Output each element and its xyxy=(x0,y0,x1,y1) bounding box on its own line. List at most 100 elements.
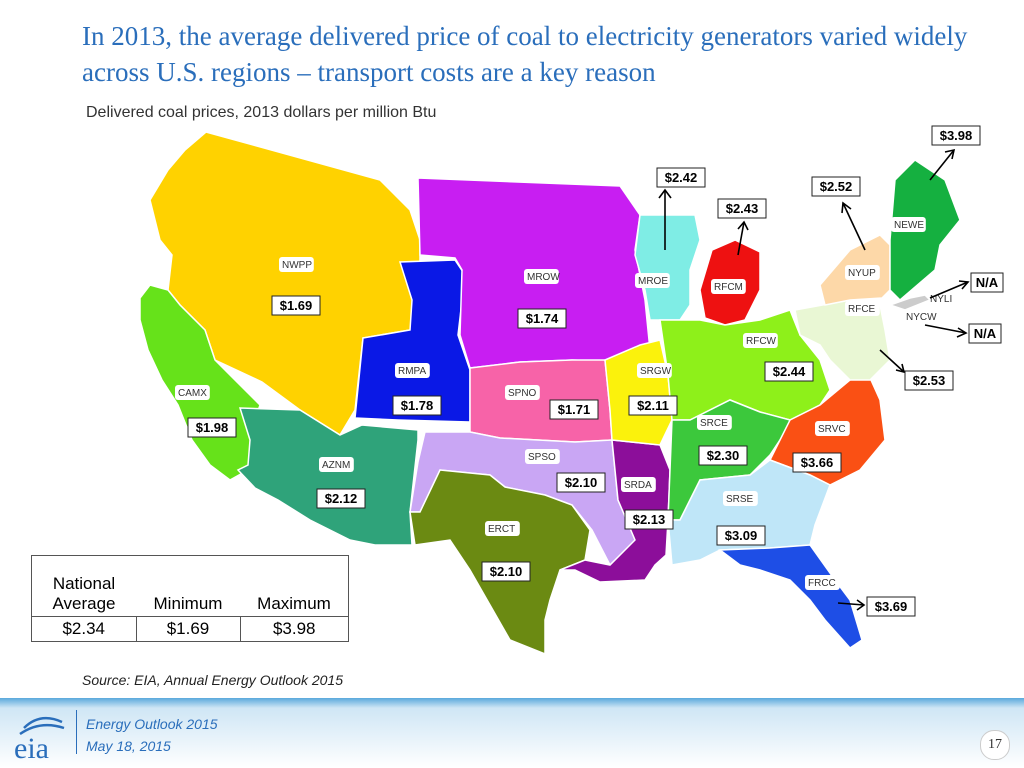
source-note: Source: EIA, Annual Energy Outlook 2015 xyxy=(82,672,343,688)
price-tag-box-mroe xyxy=(656,167,706,188)
price-tag-rfcm: $2.43 xyxy=(726,201,759,216)
price-tag-box-rfcm xyxy=(717,198,767,219)
price-tags: $1.69 $1.98 $2.12 $1.78 $1.74 $1.71 $2.10 $2.10… xyxy=(187,125,1004,617)
price-tag-box-rmpa xyxy=(392,395,442,416)
price-tag-spso: $2.10 xyxy=(565,475,598,490)
region-code-box-spno xyxy=(505,385,540,400)
stats-value-minimum: $1.69 xyxy=(135,616,241,642)
region-code-box-mroe xyxy=(635,273,670,288)
arrow-nyli-head xyxy=(958,280,970,290)
arrow-rfce-head xyxy=(895,363,906,374)
region-shape-frcc xyxy=(717,544,863,649)
region-code-box-srvc xyxy=(815,421,850,436)
price-tag-mroe: $2.42 xyxy=(665,170,698,185)
callout-arrows xyxy=(658,148,970,611)
price-tag-box-erct xyxy=(481,561,531,582)
price-tag-box-srce xyxy=(698,445,748,466)
region-code-rfcw: RFCW xyxy=(746,336,777,347)
region-code-box-rfcw xyxy=(743,333,778,348)
region-code-nyli: NYLI xyxy=(930,294,952,305)
price-tag-box-newe xyxy=(931,125,981,146)
price-tag-nyli: N/A xyxy=(976,275,999,290)
region-code-labels: NWPP CAMX AZNM RMPA MROW SPNO SPSO ERCT SRDA SRGW… xyxy=(175,217,952,590)
region-code-aznm: AZNM xyxy=(322,460,350,471)
eia-logo: eia xyxy=(14,716,65,764)
region-code-box-rfce xyxy=(845,301,880,316)
region-code-mrow: MROW xyxy=(527,272,560,283)
region-code-srse: SRSE xyxy=(726,494,754,505)
region-code-srda: SRDA xyxy=(624,480,652,491)
region-code-spso: SPSO xyxy=(528,452,556,463)
price-tag-box-nyup xyxy=(811,176,861,197)
slide-footer: eia Energy Outlook 2015 May 18, 2015 17 xyxy=(0,698,1024,768)
region-shape-srse xyxy=(667,459,831,566)
arrow-nycw xyxy=(924,324,967,334)
arrow-rfce xyxy=(879,349,905,373)
region-code-newe: NEWE xyxy=(894,220,924,231)
region-shape-nwpp xyxy=(149,131,421,437)
region-code-camx: CAMX xyxy=(178,388,207,399)
price-tag-newe: $3.98 xyxy=(940,128,973,143)
price-tag-rfcw: $2.44 xyxy=(773,364,806,379)
price-tag-box-spno xyxy=(549,399,599,420)
stats-header-maximum: Maximum xyxy=(240,555,349,617)
region-code-srgw: SRGW xyxy=(640,366,672,377)
price-tag-mrow: $1.74 xyxy=(526,311,559,326)
region-code-box-rfcm xyxy=(711,279,746,294)
region-code-srce: SRCE xyxy=(700,418,728,429)
arrow-rfcm-head xyxy=(737,220,749,231)
region-code-box-frcc xyxy=(805,575,840,590)
region-shape-nyli xyxy=(887,294,932,311)
region-code-box-nwpp xyxy=(279,257,314,272)
price-tag-box-srse xyxy=(716,525,766,546)
region-shape-mroe xyxy=(634,214,701,321)
price-tag-srvc: $3.66 xyxy=(801,455,834,470)
region-code-frcc: FRCC xyxy=(808,578,836,589)
arrow-frcc xyxy=(837,602,865,606)
price-tag-spno: $1.71 xyxy=(558,402,591,417)
region-code-rmpa: RMPA xyxy=(398,366,426,377)
arrow-frcc-head xyxy=(856,599,866,611)
price-tag-camx: $1.98 xyxy=(196,420,229,435)
region-code-box-srce xyxy=(697,415,732,430)
price-tag-box-nycw xyxy=(968,323,1002,344)
price-tag-srce: $2.30 xyxy=(707,448,740,463)
arrow-nyli xyxy=(929,281,969,299)
region-code-nyup: NYUP xyxy=(848,268,876,279)
arrow-rfcm xyxy=(737,221,745,256)
region-code-nwpp: NWPP xyxy=(282,260,312,271)
price-tag-box-mrow xyxy=(517,308,567,329)
region-shape-aznm xyxy=(236,407,419,546)
region-code-rfce: RFCE xyxy=(848,304,876,315)
price-tag-aznm: $2.12 xyxy=(325,491,358,506)
stats-value-maximum: $3.98 xyxy=(239,616,349,642)
region-code-box-camx xyxy=(175,385,210,400)
price-tag-box-srvc xyxy=(792,452,842,473)
stats-header-average: National Average xyxy=(31,555,136,617)
region-code-box-srgw xyxy=(637,363,672,378)
national-stats-table: National Average Minimum Maximum $2.34 $… xyxy=(31,555,349,642)
price-tag-srgw: $2.11 xyxy=(637,398,669,413)
us-coal-price-map: NWPP CAMX AZNM RMPA MROW SPNO SPSO ERCT SRDA SRGW… xyxy=(139,125,1004,656)
region-code-rfcm: RFCM xyxy=(714,282,743,293)
price-tag-box-srda xyxy=(624,509,674,530)
region-code-box-nyup xyxy=(845,265,880,280)
eia-logo-text: eia xyxy=(14,732,49,764)
price-tag-box-aznm xyxy=(316,488,366,509)
price-tag-nyup: $2.52 xyxy=(820,179,853,194)
price-tag-frcc: $3.69 xyxy=(875,599,908,614)
region-code-box-erct xyxy=(485,521,520,536)
region-code-spno: SPNO xyxy=(508,388,537,399)
price-tag-box-rfce xyxy=(904,370,954,391)
region-code-nycw: NYCW xyxy=(906,312,937,323)
footer-date: May 18, 2015 xyxy=(86,738,171,754)
map-subtitle: Delivered coal prices, 2013 dollars per … xyxy=(86,104,437,121)
footer-title: Energy Outlook 2015 xyxy=(86,716,218,732)
region-code-box-newe xyxy=(891,217,926,232)
stats-value-average: $2.34 xyxy=(31,616,137,642)
arrow-mroe-head xyxy=(658,188,672,199)
price-tag-nwpp: $1.69 xyxy=(280,298,313,313)
price-tag-box-nyli xyxy=(970,272,1004,293)
arrow-newe-head xyxy=(944,148,956,160)
region-code-srvc: SRVC xyxy=(818,424,846,435)
